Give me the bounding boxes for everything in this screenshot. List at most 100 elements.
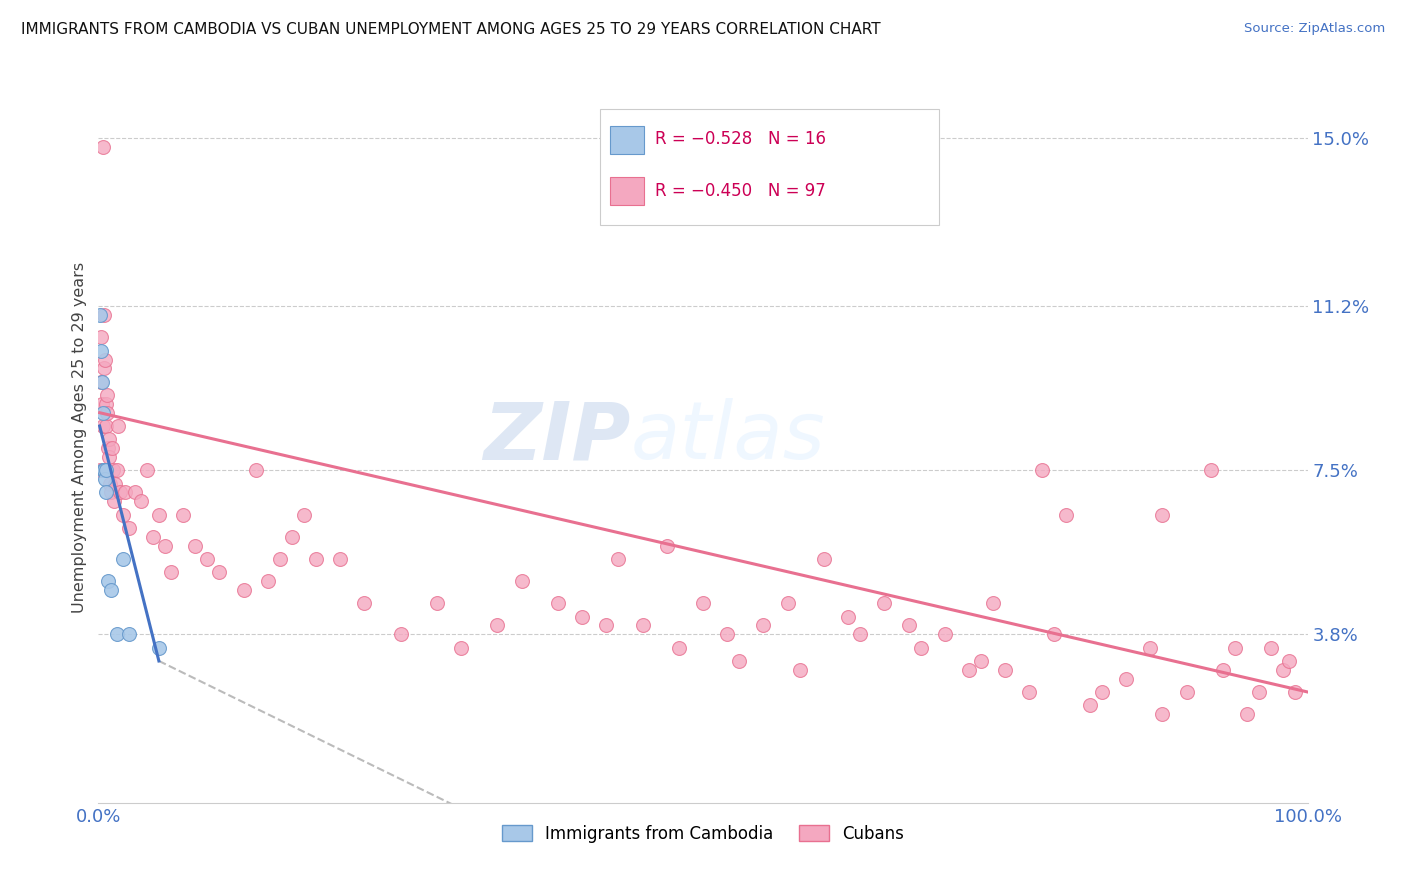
Text: ZIP: ZIP [484,398,630,476]
Point [1199,463,1222,477]
Point [97,574,120,589]
Point [100,441,122,455]
Point [195,552,218,566]
Point [510,574,533,589]
Point [94,485,117,500]
Point [90,375,112,389]
Point [94,352,117,367]
Text: atlas: atlas [630,398,825,476]
Point [837,609,859,624]
Point [789,663,811,677]
Point [957,663,980,677]
Point [148,508,170,522]
Point [668,640,690,655]
Point [105,463,128,477]
Point [547,596,569,610]
Point [1152,707,1174,722]
Point [1272,663,1295,677]
Point [631,618,654,632]
Point [111,508,134,522]
Point [153,539,176,553]
Point [104,476,127,491]
Point [970,654,993,668]
Point [776,596,799,610]
Point [90,330,112,344]
Point [1152,508,1174,522]
Point [728,654,751,668]
Point [118,521,141,535]
Point [118,627,141,641]
Point [1212,663,1234,677]
FancyBboxPatch shape [610,178,644,205]
Point [208,566,231,580]
Point [994,663,1017,677]
Point [91,419,114,434]
Point [1223,640,1246,655]
Point [353,596,375,610]
Point [873,596,896,610]
Point [426,596,449,610]
Point [849,627,872,641]
Point [910,640,932,655]
Point [96,406,118,420]
Point [232,582,254,597]
Point [91,375,114,389]
Point [98,432,121,446]
Point [1091,685,1114,699]
Point [752,618,775,632]
Point [934,627,956,641]
Point [93,463,115,477]
Point [329,552,352,566]
Point [100,582,122,597]
Point [111,552,134,566]
Point [897,618,920,632]
Point [96,463,118,477]
Point [90,343,112,358]
Point [89,308,111,322]
Point [281,530,304,544]
Point [981,596,1004,610]
Point [94,419,117,434]
Point [1018,685,1040,699]
Point [135,463,157,477]
Point [91,463,114,477]
Point [450,640,472,655]
Point [93,361,115,376]
Point [97,450,120,464]
Point [1031,463,1053,477]
Point [148,640,170,655]
Point [813,552,835,566]
Point [103,494,125,508]
Point [172,508,194,522]
Point [98,476,121,491]
Point [1236,707,1258,722]
Point [160,566,183,580]
Point [108,485,131,500]
Point [1115,672,1137,686]
Point [292,508,315,522]
Point [91,397,114,411]
Point [91,406,114,420]
Point [1054,508,1077,522]
Point [91,139,114,153]
Text: R = −0.450   N = 97: R = −0.450 N = 97 [655,182,825,200]
FancyBboxPatch shape [610,127,644,154]
Point [129,494,152,508]
Point [93,308,115,322]
Point [595,618,617,632]
Point [1284,685,1306,699]
Point [716,627,738,641]
Point [93,463,115,477]
Text: R = −0.528   N = 16: R = −0.528 N = 16 [655,130,825,148]
Text: Source: ZipAtlas.com: Source: ZipAtlas.com [1244,22,1385,36]
Point [305,552,328,566]
Point [107,419,129,434]
Point [105,627,128,641]
Point [655,539,678,553]
Point [96,397,118,411]
Point [142,530,165,544]
Point [571,609,593,624]
Point [245,463,267,477]
Point [94,472,117,486]
Point [124,485,146,500]
